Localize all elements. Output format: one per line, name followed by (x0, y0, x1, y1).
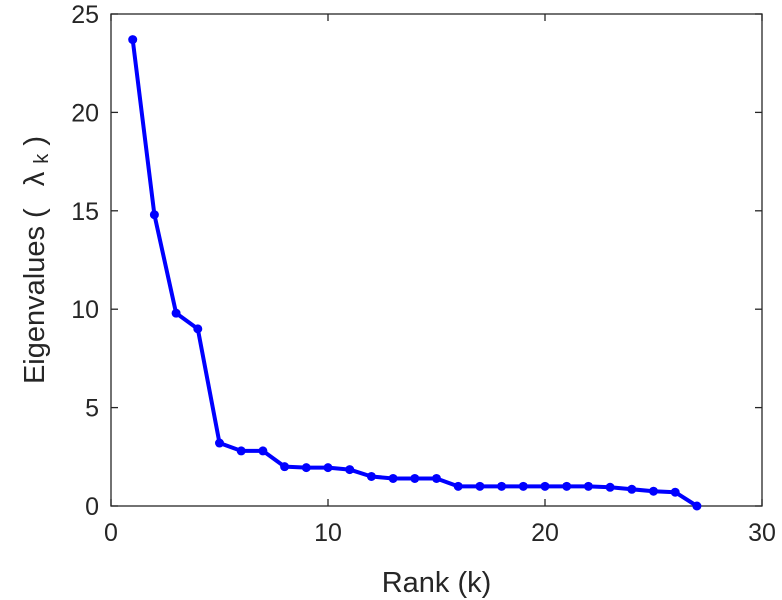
data-point (670, 487, 680, 497)
x-tick-label: 20 (531, 519, 559, 547)
data-point (280, 462, 290, 472)
data-point (345, 465, 355, 475)
data-point (562, 481, 572, 491)
data-point (453, 481, 463, 491)
y-tick-label: 0 (85, 493, 99, 521)
y-axis-label: Eigenvalues ( λ k ) (19, 136, 58, 384)
y-tick-label: 25 (71, 1, 99, 29)
axes (110, 13, 763, 507)
tick-labels: 0 10 20 30 0 5 10 15 20 25 (71, 1, 776, 547)
x-axis-label: Rank (k) (382, 567, 492, 599)
series-line (130, 37, 699, 508)
data-point (171, 308, 181, 318)
data-point (366, 471, 376, 481)
y-tick-label: 20 (71, 99, 99, 127)
data-point (432, 473, 441, 483)
y-axis-label-close: ) (19, 136, 51, 146)
data-point (410, 473, 420, 483)
data-point (149, 210, 159, 220)
x-tick-label: 10 (314, 519, 342, 547)
plot-frame (110, 13, 763, 507)
data-point (583, 481, 593, 491)
y-axis-label-subscript: k (31, 153, 53, 164)
y-tick-label: 15 (71, 198, 99, 226)
data-point (518, 481, 528, 491)
data-point (301, 463, 311, 473)
data-point (627, 484, 637, 494)
x-tick-label: 0 (104, 519, 118, 547)
y-axis-label-lambda: λ (19, 171, 51, 186)
data-point (236, 446, 246, 456)
y-tick-label: 5 (85, 395, 99, 423)
data-series (128, 35, 702, 511)
data-point (388, 473, 398, 483)
data-point (605, 482, 615, 492)
data-point (215, 438, 224, 448)
y-tick-label: 10 (71, 296, 99, 324)
data-point (323, 463, 333, 473)
data-point (649, 486, 658, 496)
data-point (128, 35, 138, 45)
data-point (692, 501, 702, 511)
data-point (258, 446, 268, 456)
data-point (540, 481, 550, 491)
data-point (475, 481, 485, 491)
data-point (193, 324, 203, 334)
y-axis-label-main: Eigenvalues ( (19, 208, 51, 384)
x-tick-label: 30 (748, 519, 776, 547)
data-point (497, 481, 507, 491)
